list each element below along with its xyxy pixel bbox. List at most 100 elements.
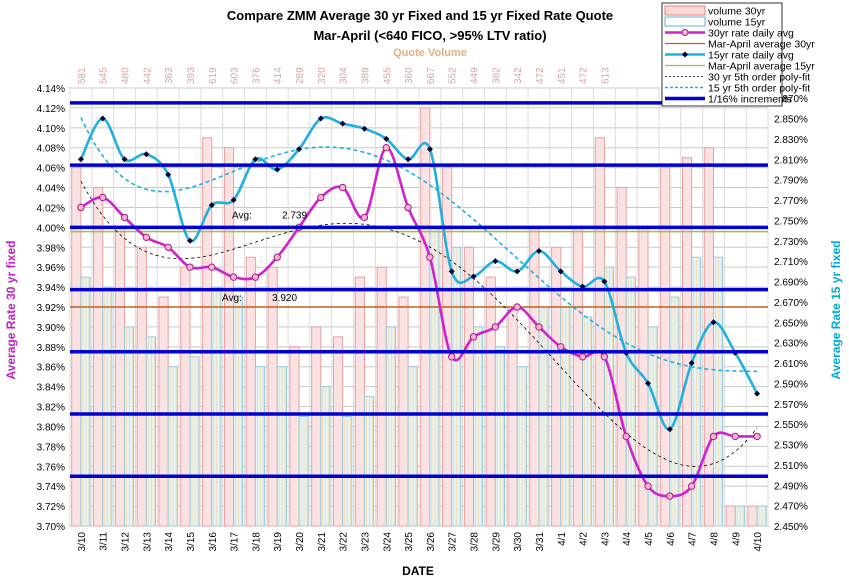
volume-15yr-bar: [233, 296, 244, 527]
right-axis-title: Average Rate 15 yr fixed: [829, 241, 843, 380]
point-15yr: [666, 426, 673, 433]
volume-30yr-bar: [180, 266, 191, 527]
right-tick-label: 2.810%: [774, 155, 808, 166]
volume-15yr-bar: [756, 505, 767, 527]
point-15yr: [230, 197, 237, 204]
right-tick-label: 2.610%: [774, 359, 808, 370]
x-tick-label: 3/13: [142, 532, 153, 552]
volume-15yr-bar: [342, 416, 353, 527]
point-15yr: [274, 166, 281, 173]
quote-volume-label: 342: [513, 67, 524, 84]
point-15yr: [296, 146, 303, 153]
quote-volume-label: 472: [535, 67, 546, 84]
right-tick-label: 2.530%: [774, 441, 808, 452]
volume-15yr-bar: [712, 256, 724, 527]
x-axis-title: DATE: [402, 564, 434, 578]
point-30yr: [578, 353, 587, 361]
volume-30yr-bar: [354, 276, 365, 527]
left-tick-label: 4.12%: [37, 104, 65, 115]
volume-30yr-bar: [202, 137, 213, 527]
left-tick-label: 3.90%: [37, 323, 65, 334]
legend-label: 15yr rate daily avg: [708, 50, 794, 62]
quote-volume-label: 581: [77, 67, 88, 84]
point-30yr: [731, 432, 739, 441]
quote-volume-label: 613: [600, 67, 611, 84]
point-15yr: [143, 151, 150, 158]
point-30yr: [426, 253, 434, 261]
quote-volume-label: 289: [295, 67, 306, 84]
volume-30yr-bar: [529, 226, 540, 527]
x-tick-label: 3/15: [186, 532, 197, 552]
right-tick-label: 2.750%: [774, 216, 808, 227]
point-30yr: [600, 353, 609, 361]
point-30yr: [229, 273, 238, 281]
point-30yr: [77, 203, 85, 212]
quote-volume-label: 449: [470, 67, 481, 84]
volume-30yr-bar: [703, 147, 714, 527]
x-tick-label: 3/28: [470, 532, 481, 552]
quote-volume-title: Quote Volume: [393, 47, 467, 59]
right-tick-label: 2.450%: [774, 522, 808, 533]
x-axis-ticks: 3/10 3/11 3/12 3/13 3/14 3/15 3/16 3/17 3/18 3/19…: [77, 532, 764, 552]
right-tick-label: 2.590%: [774, 379, 808, 390]
point-30yr: [448, 353, 456, 361]
x-tick-label: 3/12: [121, 532, 132, 552]
volume-30yr-bar: [376, 266, 387, 527]
volume-15yr-bar: [189, 356, 200, 527]
x-tick-label: 3/30: [513, 532, 524, 552]
point-30yr: [491, 323, 500, 331]
right-tick-label: 2.570%: [774, 400, 808, 411]
right-tick-label: 2.650%: [774, 318, 808, 329]
quote-volume-label: 667: [426, 67, 437, 84]
volume-15yr-bar: [734, 505, 745, 527]
point-15yr: [383, 135, 390, 142]
average-value-label: 3.920: [272, 293, 297, 304]
legend-label: 30yr rate daily avg: [708, 28, 794, 40]
left-tick-label: 4.10%: [37, 124, 65, 135]
point-15yr: [557, 268, 564, 275]
point-15yr: [470, 273, 477, 280]
legend-marker: [681, 29, 689, 36]
quote-volume-label: 552: [448, 67, 459, 84]
quote-volume-label: 480: [121, 67, 132, 84]
volume-15yr-bar: [276, 366, 287, 527]
point-15yr: [754, 390, 761, 397]
right-tick-label: 2.850%: [774, 115, 808, 126]
x-tick-label: 3/26: [426, 532, 437, 552]
increment-lines: [70, 101, 768, 478]
volume-30yr-bar: [398, 296, 409, 527]
volume-15yr-bar: [473, 326, 484, 527]
left-tick-label: 3.98%: [37, 243, 65, 254]
point-30yr: [208, 263, 216, 271]
quote-volume-label: 414: [273, 67, 284, 84]
legend-swatch: [664, 5, 706, 16]
point-15yr: [186, 237, 193, 244]
volume-15yr-bar: [102, 286, 113, 527]
average-label: Avg:: [232, 211, 252, 222]
point-30yr: [644, 482, 652, 490]
volume-30yr-bar: [71, 167, 82, 527]
quote-volume-label: 619: [208, 67, 219, 84]
point-30yr: [360, 213, 369, 222]
x-tick-label: 3/19: [273, 532, 284, 552]
left-tick-label: 4.06%: [37, 164, 65, 175]
volume-15yr-bar: [603, 266, 615, 527]
poly-fit-30yr: [80, 181, 758, 467]
volume-15yr-bar: [691, 256, 702, 527]
left-tick-label: 4.00%: [37, 223, 65, 234]
point-30yr: [535, 323, 543, 331]
quote-volume-label: 472: [579, 67, 590, 84]
point-15yr: [252, 156, 259, 163]
average-label: Avg:: [222, 293, 242, 304]
left-tick-label: 3.78%: [37, 442, 65, 453]
x-tick-label: 3/22: [339, 532, 350, 552]
quote-volume-label: 451: [557, 67, 568, 84]
quote-volume-label: 545: [99, 67, 110, 84]
x-tick-label: 4/2: [579, 532, 590, 546]
quote-volume-label: 304: [339, 67, 350, 84]
volume-15yr-bar: [167, 366, 178, 527]
legend-label: volume 30yr: [708, 6, 766, 18]
x-tick-label: 3/27: [448, 532, 459, 552]
